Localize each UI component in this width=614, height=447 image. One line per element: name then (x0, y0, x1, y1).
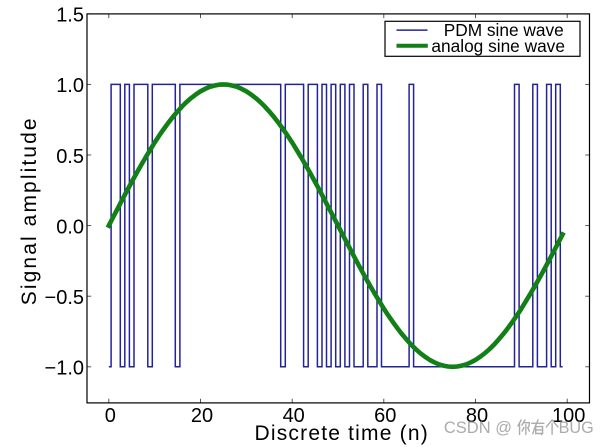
svg-text:−0.5: −0.5 (45, 287, 84, 309)
svg-text:0: 0 (105, 405, 116, 427)
svg-text:60: 60 (374, 405, 396, 427)
svg-text:0.0: 0.0 (56, 216, 84, 238)
svg-text:−1.0: −1.0 (45, 358, 84, 380)
svg-text:Signal amplitude: Signal amplitude (18, 116, 41, 305)
svg-text:80: 80 (466, 405, 488, 427)
svg-text:PDM sine wave: PDM sine wave (444, 20, 564, 40)
svg-text:CSDN @: CSDN @ (444, 419, 512, 437)
svg-text:analog sine wave: analog sine wave (431, 36, 565, 56)
svg-text:20: 20 (191, 405, 213, 427)
svg-text:0.5: 0.5 (56, 146, 84, 168)
svg-text:1.5: 1.5 (56, 5, 84, 27)
svg-text:40: 40 (283, 405, 305, 427)
svg-text:1.0: 1.0 (56, 75, 84, 97)
svg-text:100: 100 (552, 405, 585, 427)
svg-text:BUG: BUG (559, 419, 594, 437)
svg-text:Discrete time (n): Discrete time (n) (255, 422, 429, 445)
